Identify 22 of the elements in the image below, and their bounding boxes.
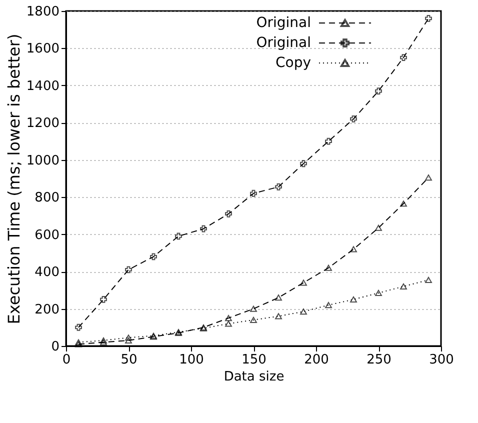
x-axis-title: Data size (224, 370, 284, 384)
legend-label: Original (256, 35, 311, 51)
y-tick-label: 0 (51, 340, 60, 354)
x-tick-label: 300 (429, 352, 454, 368)
y-tick-label: 1400 (26, 78, 60, 94)
x-tick-label: 100 (179, 352, 204, 368)
y-tick-label: 1000 (26, 153, 60, 168)
x-tick-label: 0 (62, 352, 71, 368)
legend-label: Original (256, 15, 311, 31)
x-tick-label: 50 (120, 352, 138, 368)
x-tick-label: 250 (366, 352, 392, 368)
y-axis-title: Execution Time (ms; lower is better) (4, 34, 24, 324)
legend-label: Copy (275, 55, 311, 71)
x-tick-label: 150 (242, 352, 266, 368)
y-tick-label: 800 (34, 190, 60, 206)
y-tick-label: 1600 (26, 42, 60, 57)
y-tick-label: 400 (34, 265, 60, 280)
y-tick-label: 1800 (26, 4, 60, 20)
y-tick-label: 1200 (26, 116, 60, 132)
y-tick-label: 600 (34, 228, 60, 243)
y-tick-label: 200 (34, 302, 60, 318)
x-tick-label: 200 (304, 352, 329, 368)
